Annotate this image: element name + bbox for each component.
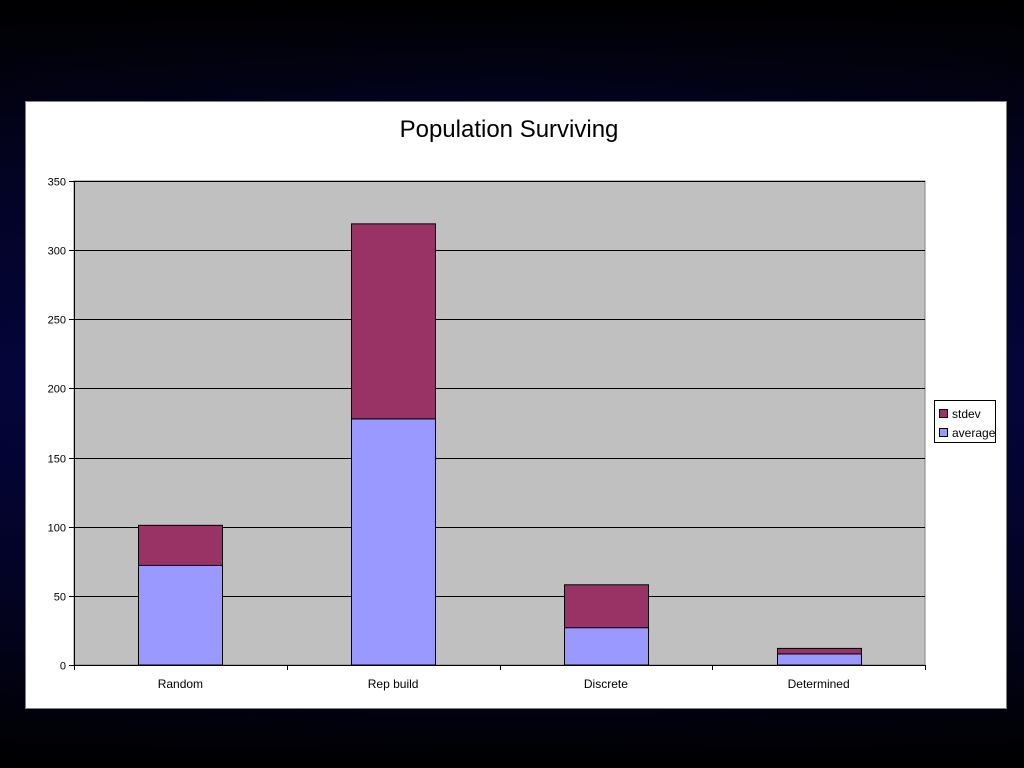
bar-stdev: [564, 584, 649, 629]
bar-average: [138, 564, 223, 666]
y-tick-label: 350: [48, 177, 66, 189]
legend-swatch-average: [939, 428, 948, 437]
y-tick-label: 300: [48, 246, 66, 258]
legend-label-stdev: stdev: [952, 406, 981, 421]
x-tick-label: Determined: [788, 677, 850, 691]
y-tick-label: 200: [48, 384, 66, 396]
legend-label-average: average: [952, 425, 996, 440]
y-tick-label: 250: [48, 315, 66, 327]
bar-stdev: [138, 524, 223, 566]
bar-average: [351, 418, 436, 666]
chart-panel: Population Surviving 0 50 100 150 200 250 300 3…: [25, 101, 1007, 709]
y-tick-label: 100: [48, 523, 66, 535]
bar-average: [564, 627, 649, 666]
chart-title: Population Surviving: [399, 116, 619, 143]
bar-chart: 0 50 100 150 200 250 300 350 Random Rep build Disc…: [48, 177, 926, 691]
bar-stdev: [777, 647, 862, 655]
y-tick-label: 150: [48, 454, 66, 466]
y-tick-label: 50: [54, 592, 66, 604]
bar-stdev: [351, 223, 436, 420]
y-tick-label: 0: [60, 661, 66, 673]
x-tick-label: Rep build: [368, 677, 419, 691]
legend-swatch-stdev: [939, 409, 948, 418]
legend-item-average: average: [939, 423, 995, 442]
x-tick-label: Discrete: [584, 677, 628, 691]
bar-average: [777, 653, 862, 666]
chart-legend: stdev average: [934, 400, 996, 443]
x-tick-label: Random: [158, 677, 203, 691]
legend-item-stdev: stdev: [939, 404, 995, 423]
